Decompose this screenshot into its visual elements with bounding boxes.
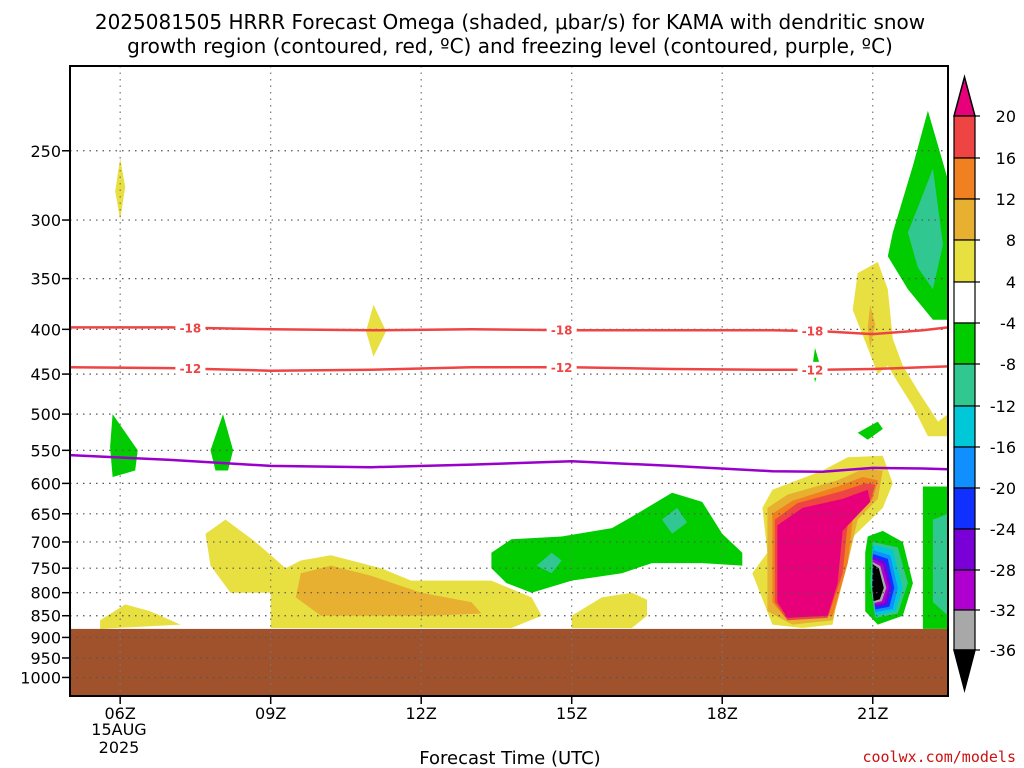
- colorbar-label--4: -4: [1000, 314, 1016, 333]
- contour-label-1-1: -12: [551, 361, 573, 375]
- x-tick-label-12Z: 12Z: [406, 704, 437, 723]
- colorbar-label-8: 8: [1006, 231, 1016, 250]
- grid-lines: [70, 66, 948, 696]
- colorbar-label-20: 20: [996, 107, 1016, 126]
- colorbar-label--12: -12: [990, 397, 1016, 416]
- omega-area-21: [777, 489, 871, 618]
- freezing-contour-2: [69, 453, 949, 474]
- y-tick-label-1000: 1000: [20, 668, 61, 687]
- colorbar-label--28: -28: [990, 561, 1016, 580]
- colorbar-bin-4: [953, 239, 976, 283]
- omega-area-8: [536, 552, 562, 574]
- y-tick-label-550: 550: [30, 441, 61, 460]
- contour-lines: -18 -18 -18 -12 -12 -12: [69, 319, 949, 474]
- credit-text: coolwx.com/models: [862, 748, 1016, 766]
- colorbar-bin-5: [953, 281, 976, 324]
- chart-title-line2: growth region (contoured, red, ºC) and f…: [127, 34, 893, 58]
- plot-frame: [69, 65, 949, 697]
- ground-below-surface: [70, 628, 948, 696]
- colorbar-bin-7: [953, 363, 976, 407]
- colorbar-label--16: -16: [990, 438, 1016, 457]
- colorbar-label--20: -20: [990, 479, 1016, 498]
- colorbar-label--32: -32: [990, 601, 1016, 620]
- colorbar-bin-8: [953, 405, 976, 448]
- y-tick-label-400: 400: [30, 320, 61, 339]
- omega-area-13: [852, 262, 948, 437]
- omega-area-0: [115, 158, 126, 220]
- colorbar-label-4: 4: [1006, 273, 1016, 292]
- x-tick-label-15Z: 15Z: [556, 704, 587, 723]
- colorbar-bin-2: [953, 157, 976, 200]
- x-tick-label-21Z: 21Z: [857, 704, 888, 723]
- omega-colorbar: 20 16 12 8 4 -4 -8 -12 -16 -20 -24 -28 -32 -36: [953, 74, 1016, 693]
- x-tick-label-18Z: 18Z: [707, 704, 738, 723]
- y-tick-label-600: 600: [30, 474, 61, 493]
- y-tick-label-300: 300: [30, 211, 61, 230]
- contour-label-bg-1-2: [797, 361, 828, 378]
- contour-label-bg-0-0: [175, 319, 206, 336]
- contour-label-bg-1-1: [546, 359, 577, 376]
- contour-label-1-0: -12: [180, 362, 202, 376]
- omega-area-4: [100, 604, 181, 629]
- x-axis-ticks: 06Z 09Z 12Z 15Z 18Z 21Z: [105, 696, 888, 723]
- y-tick-label-250: 250: [30, 142, 61, 161]
- x-tick-label-09Z: 09Z: [255, 704, 286, 723]
- colorbar-bin-1: [953, 115, 976, 159]
- contour-label-1-2: -12: [802, 363, 824, 377]
- contour-label-bg-1-0: [175, 360, 206, 377]
- colorbar-bin-12: [953, 569, 976, 611]
- y-tick-label-450: 450: [30, 365, 61, 384]
- y-tick-label-800: 800: [30, 584, 61, 603]
- omega-area-10: [571, 592, 647, 628]
- omega-shaded-areas: [100, 110, 948, 629]
- colorbar-label-16: 16: [996, 149, 1016, 168]
- y-tick-label-650: 650: [30, 505, 61, 524]
- omega-area-23: [932, 513, 948, 616]
- chart-title-line1: 2025081505 HRRR Forecast Omega (shaded, …: [95, 10, 925, 34]
- colorbar-bin-6: [953, 322, 976, 365]
- colorbar-top-arrow: [953, 74, 976, 117]
- omega-area-32: [872, 564, 884, 602]
- x-date-line1: 15AUG: [91, 720, 146, 739]
- omega-area-9: [662, 507, 688, 534]
- colorbar-bin-10: [953, 487, 976, 530]
- contour-label-0-2: -18: [802, 325, 824, 339]
- y-tick-label-350: 350: [30, 270, 61, 289]
- contour-label-bg-0-1: [546, 322, 577, 339]
- contour-label-bg-0-2: [797, 323, 828, 340]
- omega-area-16: [907, 168, 943, 290]
- omega-area-14: [867, 304, 876, 348]
- colorbar-label--8: -8: [1000, 355, 1016, 374]
- colorbar-bin-3: [953, 198, 976, 241]
- x-date-line2: 2025: [99, 738, 140, 757]
- colorbar-bin-13: [953, 609, 976, 651]
- dendritic-contour-1: [69, 365, 949, 372]
- colorbar-label--24: -24: [990, 520, 1016, 539]
- omega-area-1: [110, 414, 138, 477]
- contour-label-0-0: -18: [180, 321, 202, 335]
- dendritic-contour-0: [70, 326, 949, 336]
- y-tick-label-750: 750: [30, 559, 61, 578]
- y-tick-label-900: 900: [30, 628, 61, 647]
- y-tick-label-850: 850: [30, 607, 61, 626]
- y-axis-ticks: 250 300 350 400 450 500 550 600 650 700 750 800 850 9…: [20, 142, 70, 687]
- colorbar-label--36: -36: [990, 641, 1016, 660]
- x-axis-label: Forecast Time (UTC): [419, 748, 600, 768]
- colorbar-label-12: 12: [996, 190, 1016, 209]
- colorbar-bottom-arrow: [953, 649, 976, 693]
- x-tick-label-06Z: 06Z: [105, 704, 136, 723]
- y-tick-label-500: 500: [30, 405, 61, 424]
- y-tick-label-700: 700: [30, 533, 61, 552]
- colorbar-bin-11: [953, 528, 976, 571]
- omega-area-6: [295, 565, 482, 616]
- omega-area-2: [210, 414, 234, 471]
- omega-area-12: [857, 421, 883, 440]
- contour-label-0-1: -18: [551, 324, 573, 338]
- y-tick-label-950: 950: [30, 649, 61, 668]
- colorbar-bin-9: [953, 446, 976, 489]
